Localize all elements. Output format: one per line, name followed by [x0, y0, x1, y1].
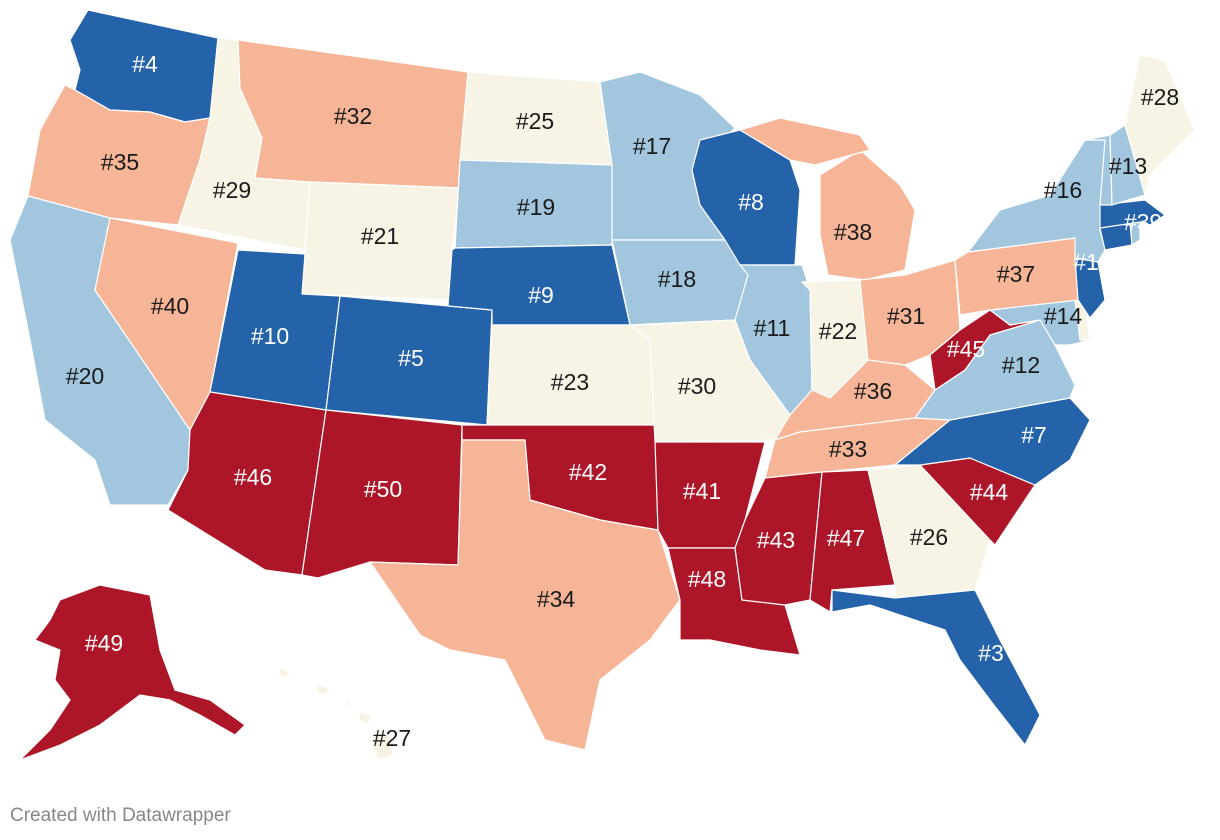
state-label-IN: #22: [819, 318, 857, 344]
state-MI[interactable]: [819, 149, 916, 281]
state-label-NM: #50: [364, 476, 402, 502]
state-label-AL: #47: [827, 525, 865, 551]
state-label-WA: #4: [132, 51, 158, 77]
state-label-TN: #33: [829, 436, 867, 462]
state-label-AK: #49: [85, 630, 123, 656]
us-state-ranking-map: #4 #35 #20 #29 #40 #32 #21 #10 #46 #5 #5…: [9, 9, 1196, 761]
state-label-NE: #9: [528, 282, 554, 308]
state-label-MT: #32: [334, 103, 372, 129]
state-label-IL: #11: [754, 315, 791, 341]
state-label-IA: #18: [658, 266, 696, 292]
state-label-ND: #25: [516, 108, 554, 134]
state-HI[interactable]: [277, 667, 396, 761]
state-label-MA: #39: [1124, 209, 1162, 235]
state-FL[interactable]: [831, 589, 1041, 746]
state-label-WI: #8: [738, 189, 764, 215]
state-label-WY: #21: [361, 223, 399, 249]
state-NE[interactable]: [447, 244, 631, 326]
state-label-OK: #42: [569, 459, 607, 485]
state-label-TX: #34: [537, 586, 576, 612]
state-label-ME: #28: [1141, 84, 1179, 110]
state-label-NV: #40: [151, 293, 189, 319]
datawrapper-credit: Created with Datawrapper: [10, 805, 231, 826]
state-label-HI: #27: [373, 725, 411, 751]
state-label-OH: #31: [887, 303, 925, 329]
state-label-VT: #13: [1109, 153, 1147, 179]
state-label-MN: #17: [633, 133, 671, 159]
state-label-SD: #19: [517, 194, 555, 220]
state-label-NC: #7: [1021, 422, 1047, 448]
state-label-KY: #36: [854, 378, 892, 404]
state-label-UT: #10: [251, 323, 289, 349]
state-label-KS: #23: [551, 369, 589, 395]
state-MI-upper[interactable]: [739, 117, 871, 166]
state-label-MS: #43: [757, 527, 795, 553]
state-label-MD: #14: [1044, 303, 1083, 329]
state-label-LA: #48: [688, 566, 726, 592]
state-label-MO: #30: [678, 373, 716, 399]
state-label-VA: #12: [1002, 352, 1040, 378]
state-label-PA: #37: [997, 261, 1035, 287]
state-TX[interactable]: [369, 439, 681, 751]
state-label-NY: #16: [1044, 177, 1082, 203]
state-VT[interactable]: [1084, 134, 1113, 206]
state-label-AZ: #46: [234, 464, 272, 490]
state-label-NJ: #1: [1073, 249, 1099, 275]
state-label-CA: #20: [66, 363, 104, 389]
state-label-FL: #3: [978, 640, 1004, 666]
state-label-GA: #26: [910, 524, 948, 550]
state-label-AR: #41: [683, 478, 721, 504]
state-ME[interactable]: [1124, 54, 1196, 196]
state-label-ID: #29: [213, 177, 251, 203]
state-AK[interactable]: [19, 584, 246, 761]
state-label-MI: #38: [834, 219, 872, 245]
state-label-SC: #44: [970, 479, 1009, 505]
state-label-WV: #45: [947, 336, 985, 362]
state-label-OR: #35: [101, 149, 139, 175]
state-MA[interactable]: [1099, 199, 1166, 229]
state-label-CO: #5: [398, 345, 424, 371]
